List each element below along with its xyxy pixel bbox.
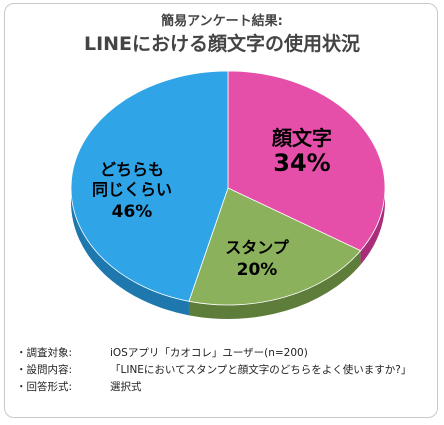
pie-side-1 bbox=[188, 250, 361, 319]
pie-side-walls bbox=[70, 188, 385, 319]
pie-side-0 bbox=[360, 188, 385, 265]
slice-label-0: 顔文字 bbox=[271, 126, 332, 150]
note-key: ・設問内容: bbox=[16, 364, 73, 376]
note-row-target: ・調査対象: iOSアプリ「カオコレ」ユーザー(n=200) bbox=[16, 345, 411, 362]
slice-label-2: どちらも bbox=[100, 160, 164, 179]
chart-subtitle: 簡易アンケート結果: bbox=[161, 14, 283, 29]
note-row-question: ・設問内容: 「LINEにおいてスタンプと顔文字のどちらをよく使いますか?」 bbox=[16, 362, 411, 379]
note-value: 選択式 bbox=[110, 381, 142, 393]
chart-title: LINEにおける顔文字の使用状況 bbox=[83, 33, 361, 55]
survey-notes: ・調査対象: iOSアプリ「カオコレ」ユーザー(n=200) ・設問内容: 「L… bbox=[16, 345, 411, 396]
note-key: ・回答形式: bbox=[16, 381, 73, 393]
pie-slices bbox=[70, 70, 386, 306]
note-value: 「LINEにおいてスタンプと顔文字のどちらをよく使いますか?」 bbox=[110, 364, 412, 376]
note-key: ・調査対象: bbox=[16, 347, 73, 359]
slice-label-1: スタンプ bbox=[225, 238, 290, 257]
slice-label-2: 同じくらい bbox=[92, 180, 172, 199]
pie-slice-0 bbox=[227, 70, 386, 252]
pie-slice-1 bbox=[188, 187, 362, 306]
pie-side-2 bbox=[70, 188, 189, 316]
pie-slice-2 bbox=[70, 70, 229, 302]
slice-value-1: 20% bbox=[237, 260, 278, 280]
slice-value-0: 34% bbox=[273, 149, 330, 177]
slice-value-2: 46% bbox=[112, 202, 153, 222]
note-value: iOSアプリ「カオコレ」ユーザー(n=200) bbox=[110, 347, 308, 359]
note-row-format: ・回答形式: 選択式 bbox=[16, 379, 411, 396]
